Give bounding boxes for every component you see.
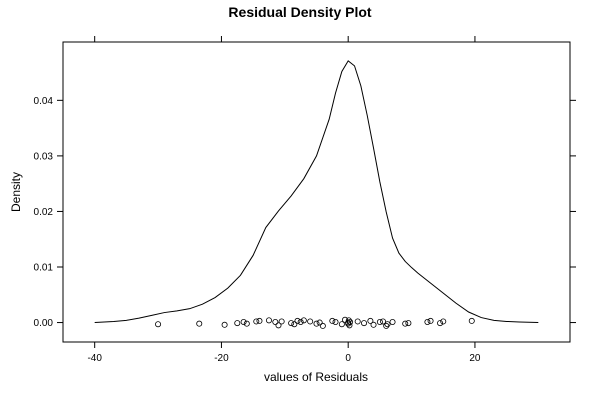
- y-axis: 0.00 0.01 0.02 0.03 0.04: [34, 96, 576, 329]
- y-axis-label: Density: [9, 172, 23, 212]
- residual-point: [380, 318, 387, 325]
- y-tick-label: 0.01: [34, 263, 54, 274]
- y-tick-label: 0.04: [34, 96, 54, 107]
- y-tick-label: 0.00: [34, 318, 54, 329]
- residual-point: [243, 320, 250, 327]
- residual-point: [370, 321, 377, 328]
- x-tick-label: 0: [345, 353, 351, 364]
- residual-point: [338, 321, 345, 328]
- residual-point: [427, 317, 434, 324]
- residual-point: [234, 320, 241, 327]
- x-axis-label: values of Residuals: [264, 370, 368, 384]
- residual-point: [155, 321, 162, 328]
- residual-point: [329, 317, 336, 324]
- residual-point: [196, 320, 203, 327]
- residual-points: [155, 316, 475, 329]
- residual-point: [383, 322, 390, 329]
- residual-point: [253, 318, 260, 325]
- residual-point: [361, 320, 368, 327]
- residual-point: [319, 322, 326, 329]
- residual-point: [221, 321, 228, 328]
- residual-point: [291, 321, 298, 328]
- residual-point: [354, 318, 361, 325]
- residual-point: [278, 318, 285, 325]
- residual-point: [313, 320, 320, 327]
- residual-point: [440, 318, 447, 325]
- residual-point: [389, 318, 396, 325]
- residual-point: [468, 317, 475, 324]
- residual-point: [288, 320, 295, 327]
- x-tick-label: -40: [87, 353, 102, 364]
- residual-point: [405, 320, 412, 327]
- residual-point: [384, 321, 391, 328]
- residual-point: [332, 318, 339, 325]
- residual-point: [376, 318, 383, 325]
- density-curve: [94, 60, 539, 324]
- x-tick-label: 20: [469, 353, 481, 364]
- residual-point: [316, 319, 323, 326]
- residual-point: [345, 320, 352, 327]
- residual-point: [347, 318, 354, 325]
- residual-point: [294, 317, 301, 324]
- residual-point: [265, 317, 272, 324]
- residual-point: [346, 322, 353, 329]
- residual-point: [424, 318, 431, 325]
- residual-point: [307, 318, 314, 325]
- y-tick-label: 0.03: [34, 151, 54, 162]
- residual-point: [240, 318, 247, 325]
- residual-point: [300, 317, 307, 324]
- chart-title: Residual Density Plot: [228, 4, 371, 20]
- x-tick-label: -20: [214, 353, 229, 364]
- residual-point: [367, 317, 374, 324]
- y-tick-label: 0.02: [34, 207, 54, 218]
- plot-frame: [62, 41, 571, 343]
- residual-point: [256, 317, 263, 324]
- residual-point: [272, 318, 279, 325]
- residual-point: [275, 322, 282, 329]
- residual-point: [402, 320, 409, 327]
- x-axis: -40 -20 0 20: [87, 36, 481, 364]
- residual-point: [437, 320, 444, 327]
- residual-point: [297, 318, 304, 325]
